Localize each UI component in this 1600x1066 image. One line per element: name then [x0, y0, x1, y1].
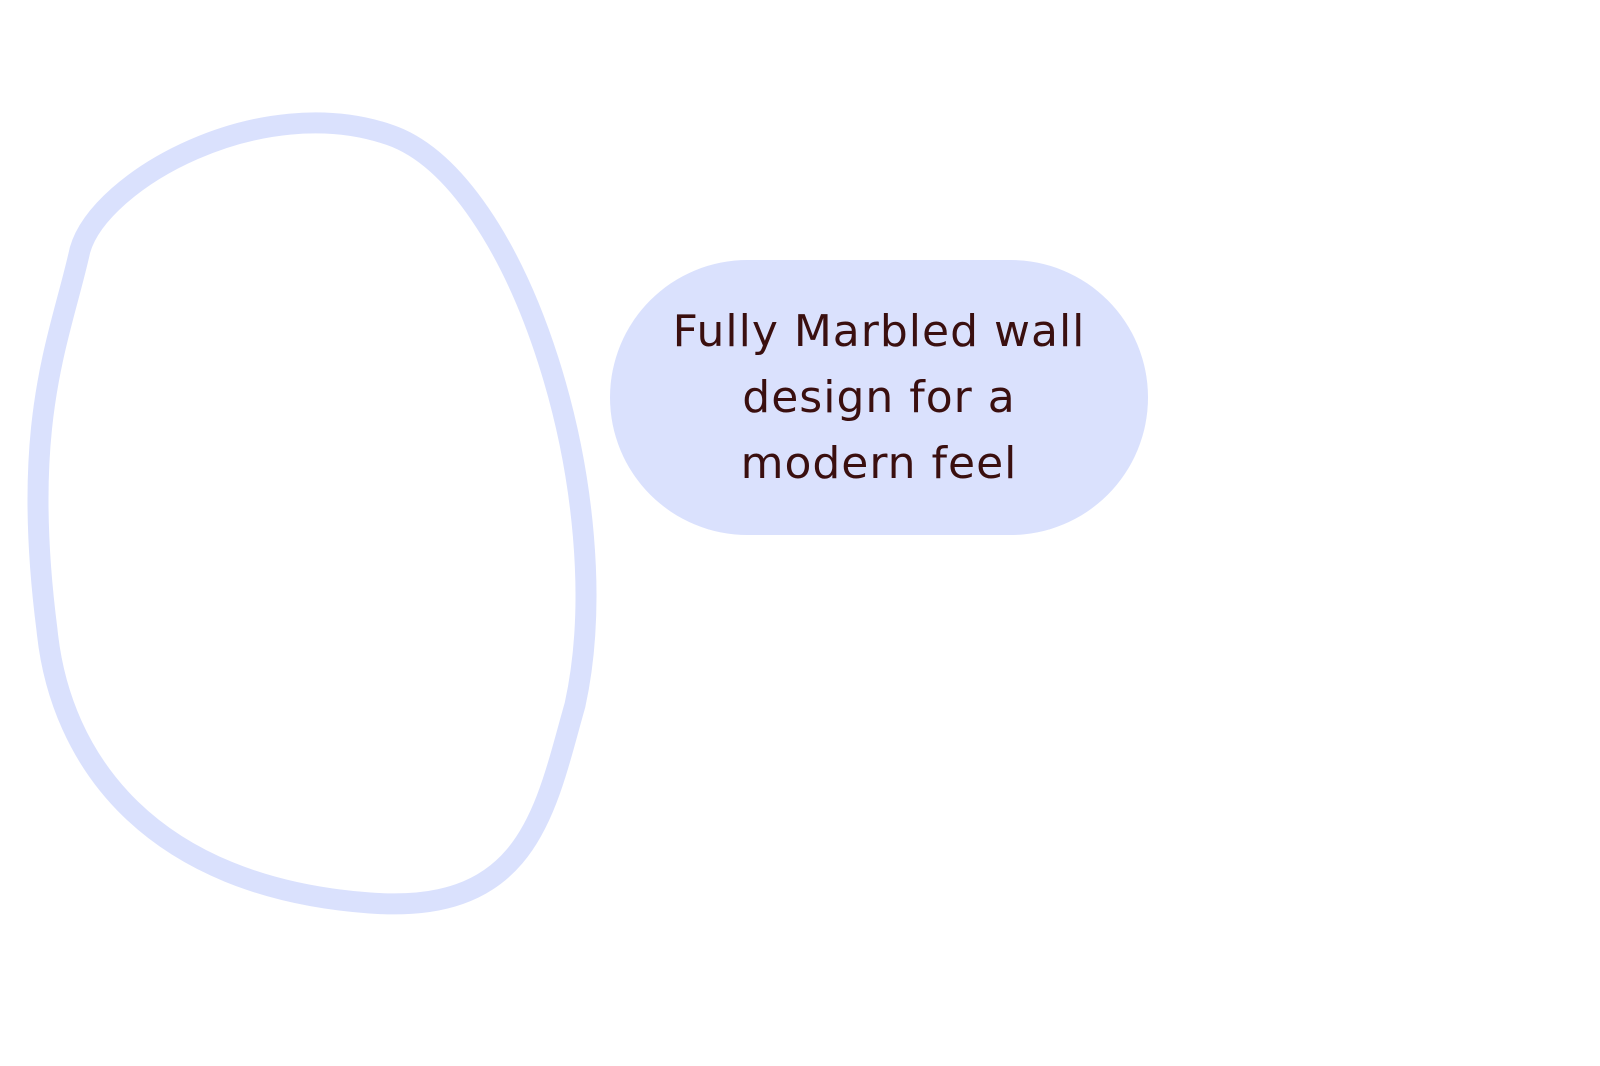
- caption-pill: Fully Marbled wall design for a modern f…: [610, 260, 1148, 535]
- blob-outline-path: [27, 112, 597, 915]
- caption-text: Fully Marbled wall design for a modern f…: [672, 305, 1086, 489]
- blob-outline-icon: [27, 112, 597, 915]
